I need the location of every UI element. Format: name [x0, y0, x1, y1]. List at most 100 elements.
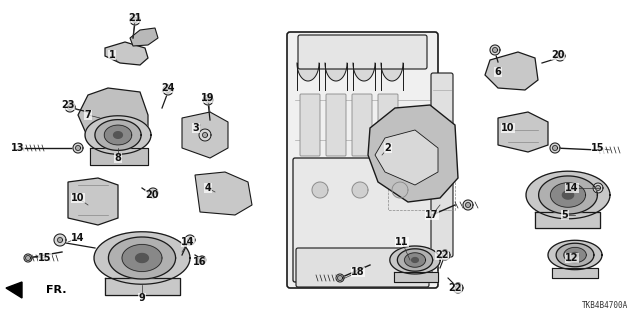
FancyBboxPatch shape: [298, 35, 427, 69]
Polygon shape: [199, 129, 211, 141]
Polygon shape: [550, 143, 560, 153]
Polygon shape: [412, 258, 419, 262]
Text: 17: 17: [425, 210, 439, 220]
Polygon shape: [6, 282, 22, 298]
Polygon shape: [392, 182, 408, 198]
Text: 21: 21: [128, 13, 141, 23]
Polygon shape: [312, 182, 328, 198]
Polygon shape: [336, 274, 344, 282]
Text: 5: 5: [562, 210, 568, 220]
Polygon shape: [548, 240, 602, 270]
Polygon shape: [195, 172, 252, 215]
Polygon shape: [105, 42, 148, 65]
Polygon shape: [114, 132, 122, 138]
Polygon shape: [552, 146, 557, 150]
Text: 4: 4: [205, 183, 211, 193]
Text: 22: 22: [448, 283, 461, 293]
Polygon shape: [456, 285, 461, 291]
Text: 10: 10: [501, 123, 515, 133]
Polygon shape: [394, 272, 438, 282]
FancyBboxPatch shape: [300, 94, 320, 156]
Polygon shape: [200, 258, 205, 262]
Text: TKB4B4700A: TKB4B4700A: [582, 301, 628, 310]
Text: 20: 20: [551, 50, 564, 60]
Polygon shape: [526, 171, 610, 219]
Text: 15: 15: [591, 143, 605, 153]
Text: 16: 16: [193, 257, 207, 267]
Polygon shape: [95, 120, 141, 150]
Polygon shape: [490, 45, 500, 55]
Polygon shape: [26, 255, 31, 260]
FancyBboxPatch shape: [352, 94, 372, 156]
Polygon shape: [166, 87, 170, 92]
Polygon shape: [368, 105, 458, 202]
Polygon shape: [375, 130, 438, 185]
FancyBboxPatch shape: [293, 158, 432, 282]
FancyBboxPatch shape: [287, 32, 438, 288]
Polygon shape: [67, 105, 72, 109]
Polygon shape: [24, 254, 32, 262]
Text: 3: 3: [193, 123, 200, 133]
Polygon shape: [94, 232, 190, 284]
Text: 14: 14: [71, 233, 84, 243]
Text: 12: 12: [565, 253, 579, 263]
Polygon shape: [76, 146, 81, 150]
Polygon shape: [563, 191, 573, 199]
Text: 22: 22: [435, 250, 449, 260]
Text: 15: 15: [38, 253, 52, 263]
Polygon shape: [198, 256, 206, 264]
Polygon shape: [58, 237, 63, 243]
Polygon shape: [65, 102, 75, 112]
Polygon shape: [353, 63, 375, 81]
Polygon shape: [68, 178, 118, 225]
Polygon shape: [90, 148, 148, 165]
Text: FR.: FR.: [46, 285, 67, 295]
Polygon shape: [572, 252, 579, 258]
Polygon shape: [453, 283, 463, 293]
Polygon shape: [205, 98, 211, 102]
Polygon shape: [182, 112, 228, 158]
Text: 24: 24: [161, 83, 175, 93]
Text: 18: 18: [351, 267, 365, 277]
Polygon shape: [550, 183, 586, 207]
Polygon shape: [555, 51, 565, 61]
Text: 11: 11: [396, 237, 409, 247]
Polygon shape: [108, 237, 175, 279]
Polygon shape: [442, 252, 447, 258]
Polygon shape: [202, 132, 207, 138]
Polygon shape: [185, 235, 195, 245]
Text: 2: 2: [385, 143, 392, 153]
Polygon shape: [297, 63, 319, 81]
Text: 14: 14: [565, 183, 579, 193]
Polygon shape: [352, 182, 368, 198]
Polygon shape: [130, 15, 140, 25]
FancyBboxPatch shape: [296, 248, 429, 287]
Polygon shape: [493, 47, 497, 52]
Polygon shape: [148, 188, 158, 198]
Polygon shape: [122, 244, 162, 271]
Polygon shape: [564, 247, 586, 262]
Text: 9: 9: [139, 293, 145, 303]
Polygon shape: [73, 143, 83, 153]
Polygon shape: [397, 249, 433, 271]
Text: 6: 6: [495, 67, 501, 77]
Polygon shape: [498, 112, 548, 152]
Polygon shape: [485, 52, 538, 90]
Polygon shape: [105, 278, 180, 295]
Text: 8: 8: [115, 153, 122, 163]
Polygon shape: [404, 253, 426, 267]
Text: 10: 10: [71, 193, 84, 203]
Text: 7: 7: [84, 110, 92, 120]
Polygon shape: [535, 212, 600, 228]
Polygon shape: [390, 246, 440, 274]
Polygon shape: [85, 116, 151, 154]
FancyBboxPatch shape: [326, 94, 346, 156]
Text: 14: 14: [181, 237, 195, 247]
Polygon shape: [552, 268, 598, 278]
FancyBboxPatch shape: [431, 73, 453, 257]
Polygon shape: [188, 237, 193, 243]
Text: 19: 19: [201, 93, 215, 103]
Polygon shape: [150, 190, 156, 196]
Polygon shape: [595, 186, 600, 190]
Polygon shape: [325, 63, 347, 81]
